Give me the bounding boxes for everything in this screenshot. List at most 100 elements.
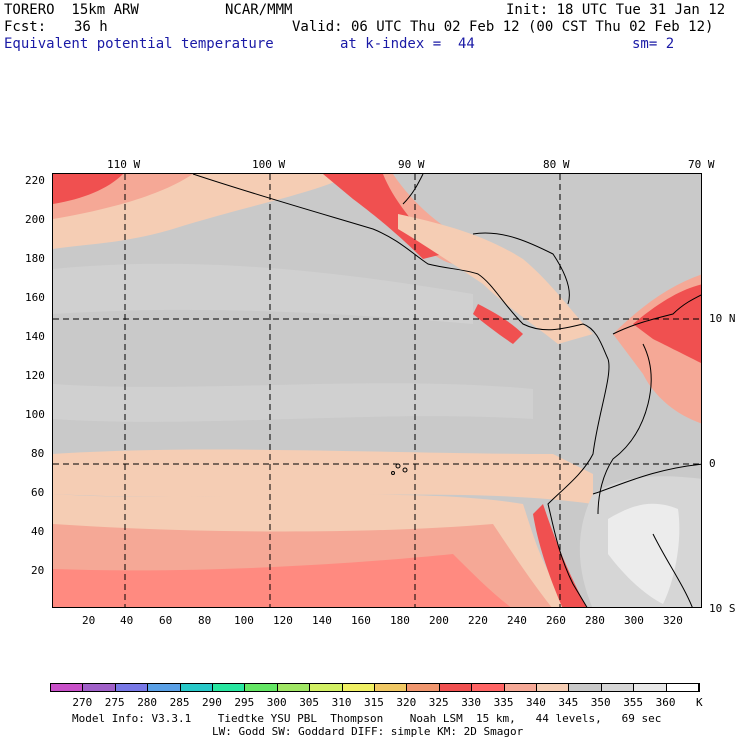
colorbar-label: 295 [234,696,255,709]
colorbar-cell [666,684,699,691]
colorbar-cell [148,684,181,691]
field-costa-rica-red [473,304,523,344]
colorbar-cell [537,684,570,691]
x-tick-260: 260 [546,614,566,627]
coastlines [192,174,701,607]
colorbar-cell [83,684,116,691]
x-tick-40: 40 [120,614,134,627]
lon-label-100w: 100 W [252,158,286,171]
map-plot-area [52,173,702,608]
organization: NCAR/MMM [225,2,293,18]
field-central-america [398,214,593,344]
lon-label-70w: 70 W [688,158,715,171]
colorbar-label: 275 [104,696,125,709]
smoothing: sm= 2 [632,36,675,52]
colorbar-unit: K [696,696,703,709]
forecast-hours: 36 h [74,19,108,35]
field-equatorial-peach [53,449,593,504]
theta-e-field-map [53,174,701,607]
lon-label-110w: 110 W [107,158,141,171]
level-index: at k-index = 44 [340,36,475,52]
colorbar-label: 300 [266,696,287,709]
colorbar-cell [277,684,311,691]
colorbar-label: 305 [299,696,320,709]
y-tick-220: 220 [25,174,45,187]
field-north-red [53,174,123,204]
colorbar-cell [439,684,473,691]
x-tick-20: 20 [82,614,96,627]
y-tick-160: 160 [25,291,45,304]
field-band-light-2 [53,383,533,422]
colorbar-label: 280 [137,696,158,709]
colorbar-label: 350 [590,696,611,709]
colorbar-cell [601,684,635,691]
lat-label-10s: 10 S [709,602,736,615]
colorbar-label: 345 [558,696,579,709]
x-tick-280: 280 [585,614,605,627]
colorbar-label: 315 [364,696,384,709]
colorbar-cell [407,684,440,691]
lat-label-10n: 10 N [709,312,736,325]
x-tick-200: 200 [429,614,449,627]
x-tick-80: 80 [198,614,212,627]
colorbar-cell [504,684,537,691]
colorbar-label: 325 [428,696,449,709]
y-tick-80: 80 [31,447,45,460]
colorbar-cell [375,684,408,691]
field-andes-white [608,503,680,604]
init-time: Init: 18 UTC Tue 31 Jan 12 [506,2,726,18]
field-mexico-salmon [193,174,473,264]
y-tick-140: 140 [25,330,45,343]
field-band-light [53,263,473,324]
model-info-line2: LW: Godd SW: Goddard DIFF: simple KM: 2D… [212,725,524,738]
x-tick-60: 60 [159,614,173,627]
lon-label-90w: 90 W [398,158,425,171]
field-south-red [53,554,511,607]
y-tick-20: 20 [31,564,45,577]
colorbar-label: 290 [202,696,222,709]
lat-label-0: 0 [709,457,716,470]
colorbar-cell [342,684,375,691]
y-tick-60: 60 [31,486,45,499]
x-tick-300: 300 [624,614,644,627]
model-name: TORERO 15km ARW [4,2,139,18]
x-tick-240: 240 [507,614,527,627]
y-tick-200: 200 [25,213,45,226]
colorbar-cell [213,684,246,691]
colorbar-cell [634,684,667,691]
colorbar-label: 285 [169,696,190,709]
colorbar [50,683,700,692]
valid-time: Valid: 06 UTC Thu 02 Feb 12 (00 CST Thu … [292,19,714,35]
y-tick-180: 180 [25,252,45,265]
colorbar-cell [245,684,278,691]
colorbar-cell [472,684,505,691]
colorbar-label: 355 [623,696,644,709]
colorbar-cell [569,684,602,691]
forecast-label: Fcst: [4,19,47,35]
x-tick-220: 220 [468,614,488,627]
colorbar-label: 340 [526,696,546,709]
colorbar-cell [51,684,84,691]
colorbar-label: 335 [493,696,514,709]
field-name: Equivalent potential temperature [4,36,274,52]
colorbar-label: 320 [396,696,417,709]
colorbar-cell [180,684,213,691]
colorbar-label: 360 [655,696,676,709]
lat-lon-grid [53,174,701,607]
colorbar-label: 270 [72,696,93,709]
field-venezuela-red [633,284,701,363]
x-tick-180: 180 [390,614,410,627]
colorbar-label: 310 [331,696,352,709]
y-tick-120: 120 [25,369,45,382]
colorbar-label: 330 [461,696,482,709]
y-tick-100: 100 [25,408,45,421]
x-tick-100: 100 [234,614,254,627]
colorbar-cell [115,684,149,691]
x-tick-120: 120 [273,614,293,627]
y-tick-40: 40 [31,525,45,538]
colorbar-cell [310,684,343,691]
model-info-line1: Model Info: V3.3.1 Tiedtke YSU PBL Thomp… [72,712,662,725]
x-tick-320: 320 [663,614,683,627]
x-tick-140: 140 [312,614,332,627]
lon-label-80w: 80 W [543,158,570,171]
